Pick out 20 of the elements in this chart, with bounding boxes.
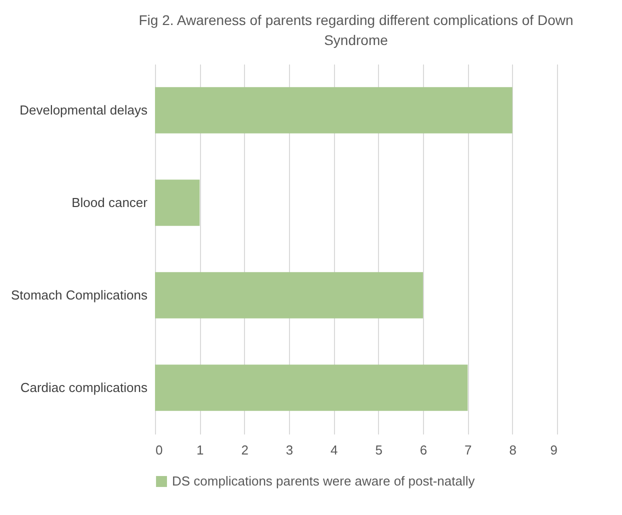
y-tick-label: Blood cancer xyxy=(72,194,148,210)
x-tick-label: 7 xyxy=(464,442,472,458)
x-tick-label: 8 xyxy=(509,442,516,458)
y-tick-label: Cardiac complications xyxy=(20,380,148,395)
x-tick-label: 0 xyxy=(156,442,163,458)
chart-title: Fig 2. Awareness of parents regarding different complications of Down Syndrome xyxy=(138,12,574,48)
legend-label: DS complications parents were aware of post-natally xyxy=(172,474,476,488)
x-tick-label: 4 xyxy=(330,442,338,458)
x-tick-label: 3 xyxy=(286,442,294,458)
x-tick-label: 6 xyxy=(420,442,428,458)
x-tick-label: 2 xyxy=(241,442,248,458)
y-tick-label: Developmental delays xyxy=(20,102,148,118)
x-tick-label: 1 xyxy=(196,442,204,458)
x-tick-label: 9 xyxy=(550,442,558,458)
bar xyxy=(155,364,468,411)
bar xyxy=(155,87,512,134)
y-tick-label: Stomach Complications xyxy=(10,287,148,302)
bar xyxy=(155,272,423,318)
x-tick-label: 5 xyxy=(375,442,382,458)
bar xyxy=(155,180,200,226)
